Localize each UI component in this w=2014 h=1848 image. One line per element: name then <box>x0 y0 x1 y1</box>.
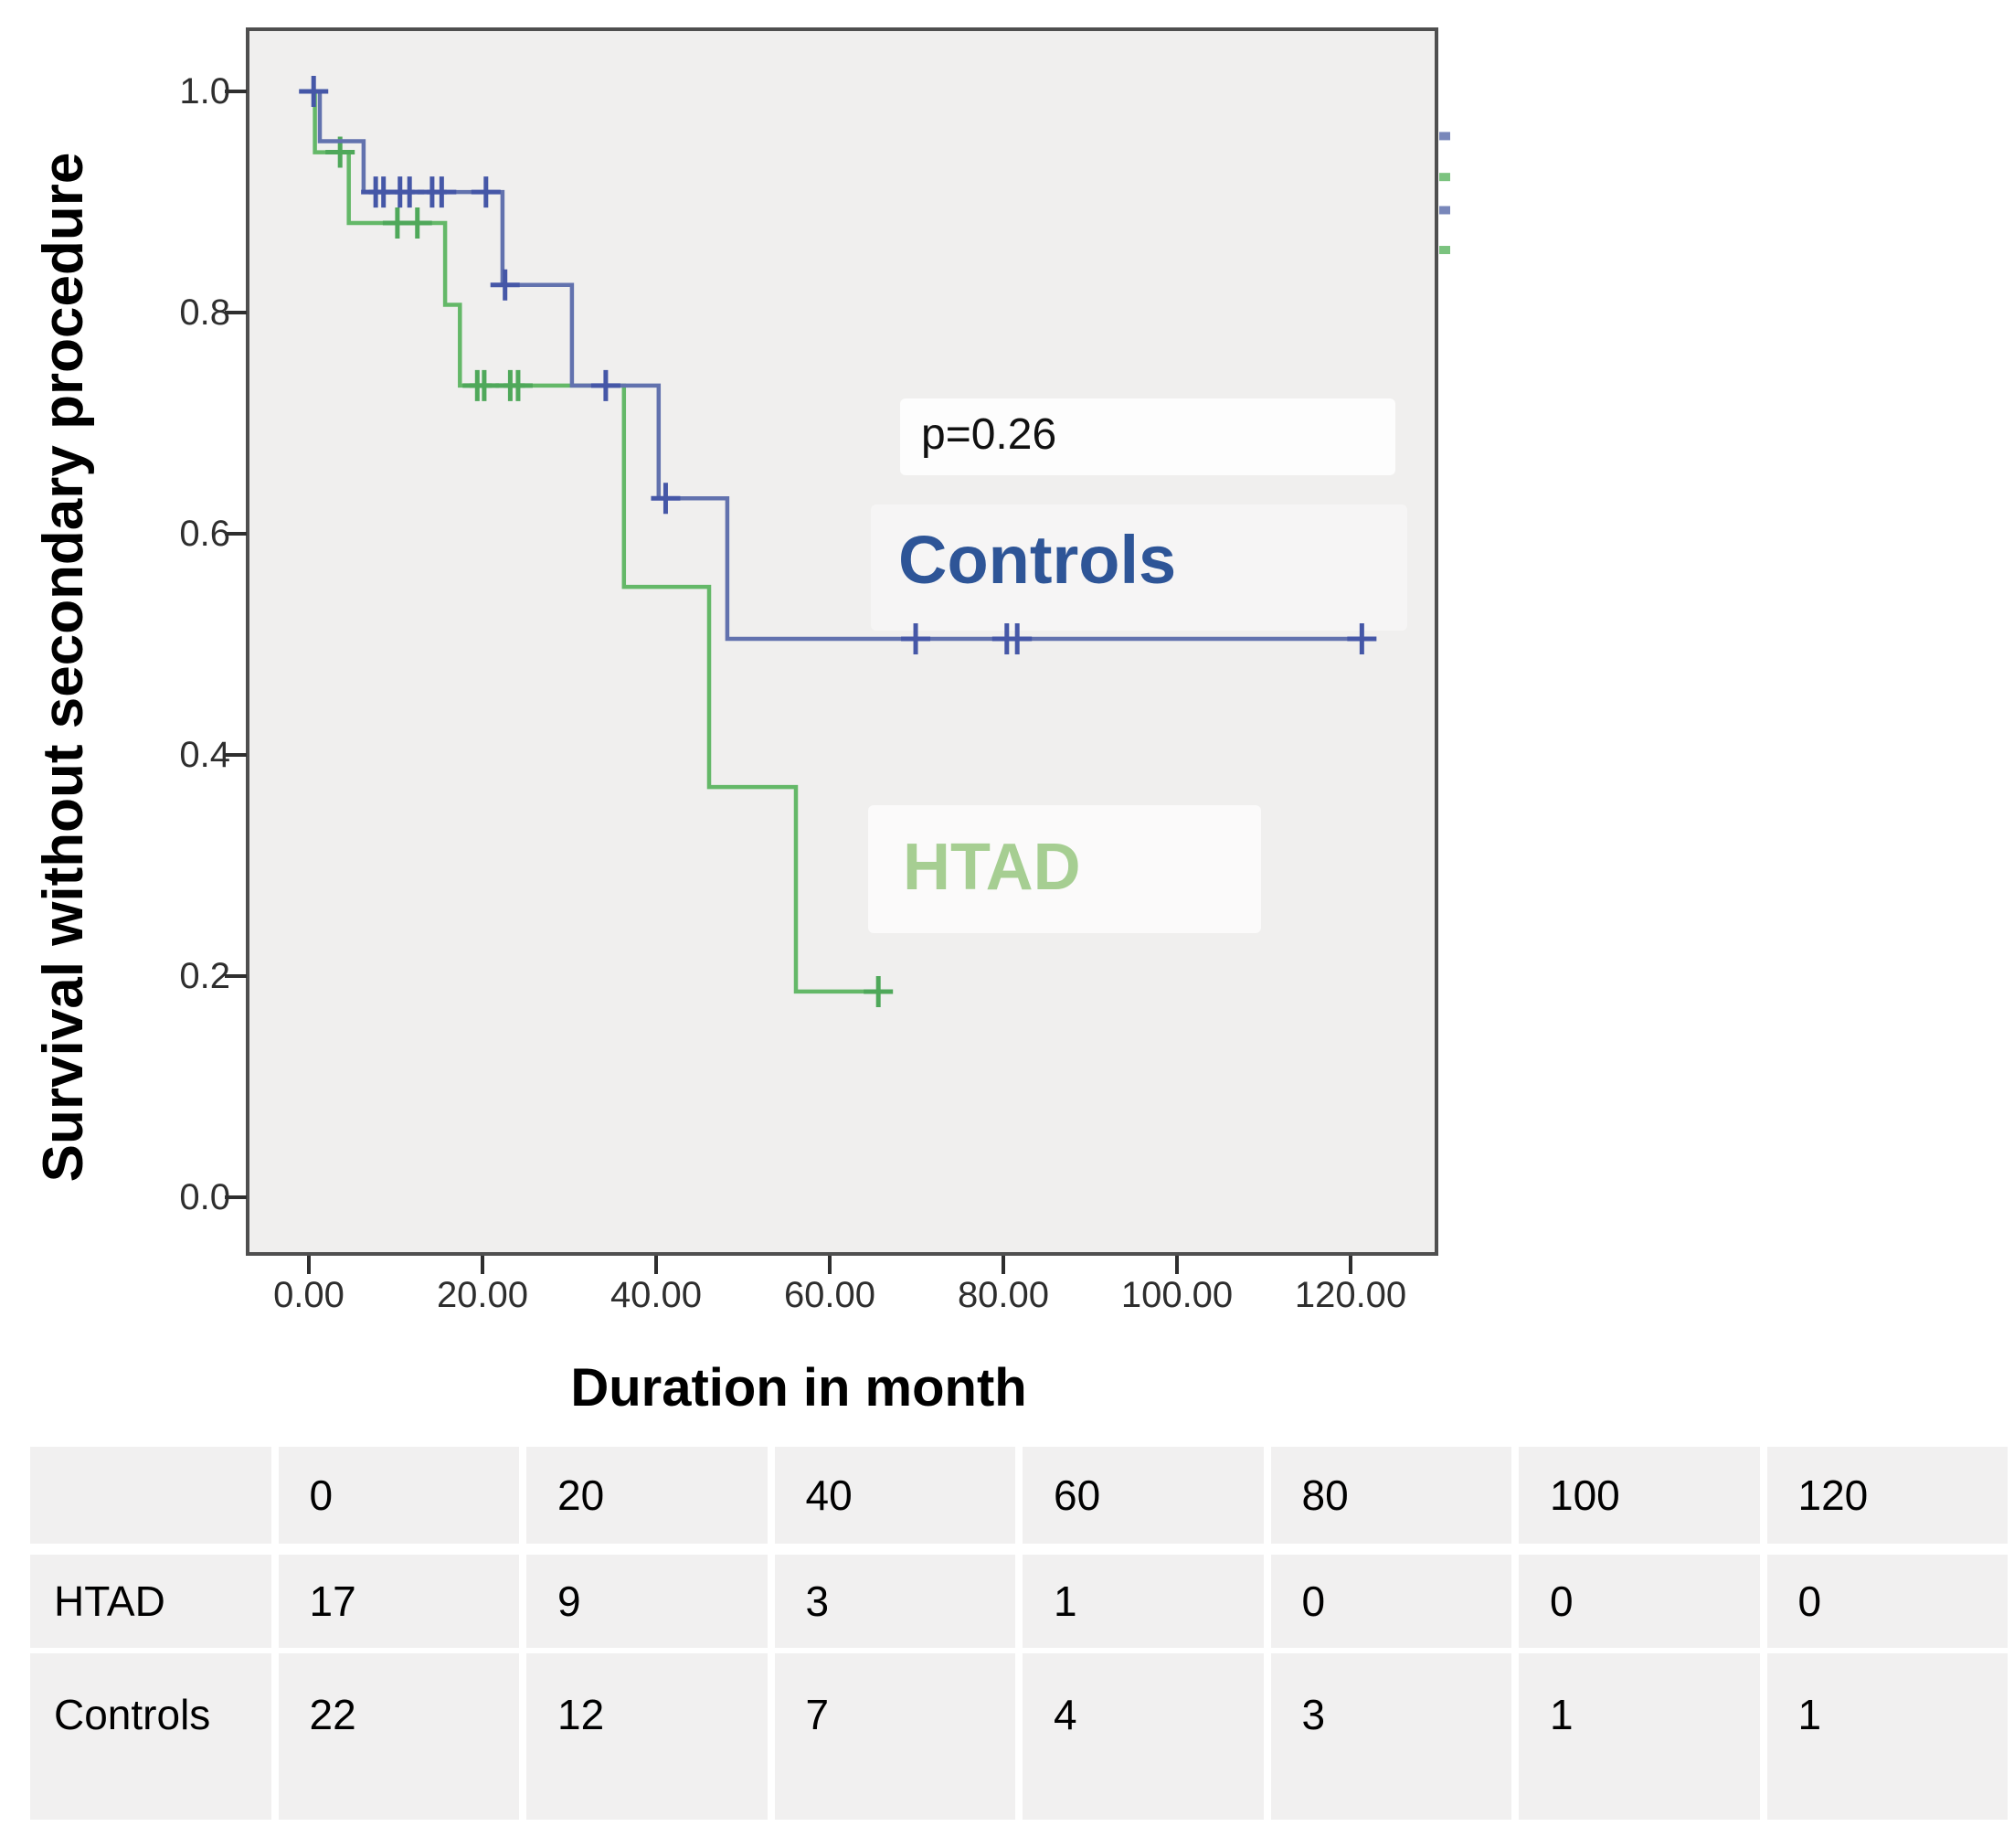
x-tick-label: 60.00 <box>784 1275 875 1315</box>
survival-curve-controls <box>312 89 1362 642</box>
x-axis-title: Duration in month <box>570 1358 1026 1418</box>
x-tick-label: 20.00 <box>437 1275 528 1315</box>
censor-mark-controls <box>1002 622 1033 654</box>
risk-table-count-cell: 0 <box>1519 1555 1760 1648</box>
censor-mark-htad <box>864 975 894 1007</box>
number-at-risk-table: 0 20 40 60 80 100 120 HTAD 17 9 3 1 0 0 0 Controls 22 12 7… <box>30 1447 2008 1820</box>
y-axis-title: Survival without secondary procedure <box>32 153 95 1183</box>
censor-mark-controls <box>471 176 501 208</box>
legend-fragment-mark <box>1439 246 1450 255</box>
y-tick-label: 0.2 <box>179 956 230 996</box>
censor-mark-controls <box>490 269 520 301</box>
censor-mark-htad <box>469 369 499 401</box>
risk-table-count-cell: 3 <box>774 1555 1015 1648</box>
x-tick-label: 80.00 <box>958 1275 1049 1315</box>
x-tick-label: 40.00 <box>610 1275 702 1315</box>
legend-fragment-mark <box>1439 206 1450 215</box>
risk-table-count-cell: 22 <box>278 1653 519 1820</box>
survival-chart: 0.00 20.00 40.00 60.00 80.00 100.00 120.00 0.0 0… <box>32 27 1450 1418</box>
risk-table-count-cell: 9 <box>526 1555 768 1648</box>
censor-mark-controls <box>299 76 329 107</box>
censor-mark-controls <box>427 176 457 208</box>
risk-table-count-cell: 1 <box>1023 1555 1264 1648</box>
risk-table-count-cell: 12 <box>526 1653 768 1820</box>
p-value-box <box>900 398 1395 475</box>
censor-mark-htad <box>402 207 432 239</box>
x-tick-label: 120.00 <box>1295 1275 1406 1315</box>
censor-mark-htad <box>503 369 533 401</box>
risk-table-time-header: 100 <box>1519 1447 1760 1544</box>
risk-table-count-cell: 0 <box>1766 1555 2008 1648</box>
risk-table-time-header: 40 <box>774 1447 1015 1544</box>
legend-fragment-mark <box>1439 132 1450 141</box>
risk-table-corner-cell <box>30 1447 271 1544</box>
risk-table-time-header: 0 <box>278 1447 519 1544</box>
risk-table-count-cell: 7 <box>774 1653 1015 1820</box>
y-tick-label: 0.4 <box>179 735 230 775</box>
y-tick-label: 0.6 <box>179 514 230 554</box>
plot-area <box>246 27 1438 1256</box>
controls-box <box>871 504 1407 631</box>
y-tick-label: 1.0 <box>179 71 230 112</box>
htad-series-label: HTAD <box>903 831 1081 904</box>
p-value-annotation: p=0.26 <box>921 410 1057 459</box>
risk-table-time-header: 120 <box>1766 1447 2008 1544</box>
censor-mark-controls <box>1347 622 1377 654</box>
risk-table-time-header: 60 <box>1023 1447 1264 1544</box>
risk-table-count-cell: 3 <box>1270 1653 1511 1820</box>
risk-table-count-cell: 4 <box>1023 1653 1264 1820</box>
risk-table-count-cell: 1 <box>1766 1653 2008 1820</box>
controls-series-label: Controls <box>898 522 1177 598</box>
risk-table-row-controls: Controls 22 12 7 4 3 1 1 <box>30 1653 2008 1820</box>
censor-mark-controls <box>590 369 620 401</box>
risk-table-header-row: 0 20 40 60 80 100 120 <box>30 1447 2008 1544</box>
y-tick-label: 0.0 <box>179 1177 230 1217</box>
risk-table-count-cell: 17 <box>278 1555 519 1648</box>
risk-table-row-htad: HTAD 17 9 3 1 0 0 0 <box>30 1555 2008 1648</box>
censor-mark-controls <box>901 622 931 654</box>
risk-table-time-header: 80 <box>1270 1447 1511 1544</box>
risk-table-count-cell: 0 <box>1270 1555 1511 1648</box>
risk-table-row-label: Controls <box>30 1653 271 1820</box>
x-tick-label: 100.00 <box>1121 1275 1233 1315</box>
risk-table-time-header: 20 <box>526 1447 768 1544</box>
x-tick-label: 0.00 <box>273 1275 344 1315</box>
htad-box <box>868 805 1261 933</box>
risk-table-count-cell: 1 <box>1519 1653 1760 1820</box>
y-tick-label: 0.8 <box>179 292 230 333</box>
censor-mark-controls <box>651 483 681 515</box>
legend-fragment-mark <box>1439 173 1450 182</box>
risk-table-row-label: HTAD <box>30 1555 271 1648</box>
